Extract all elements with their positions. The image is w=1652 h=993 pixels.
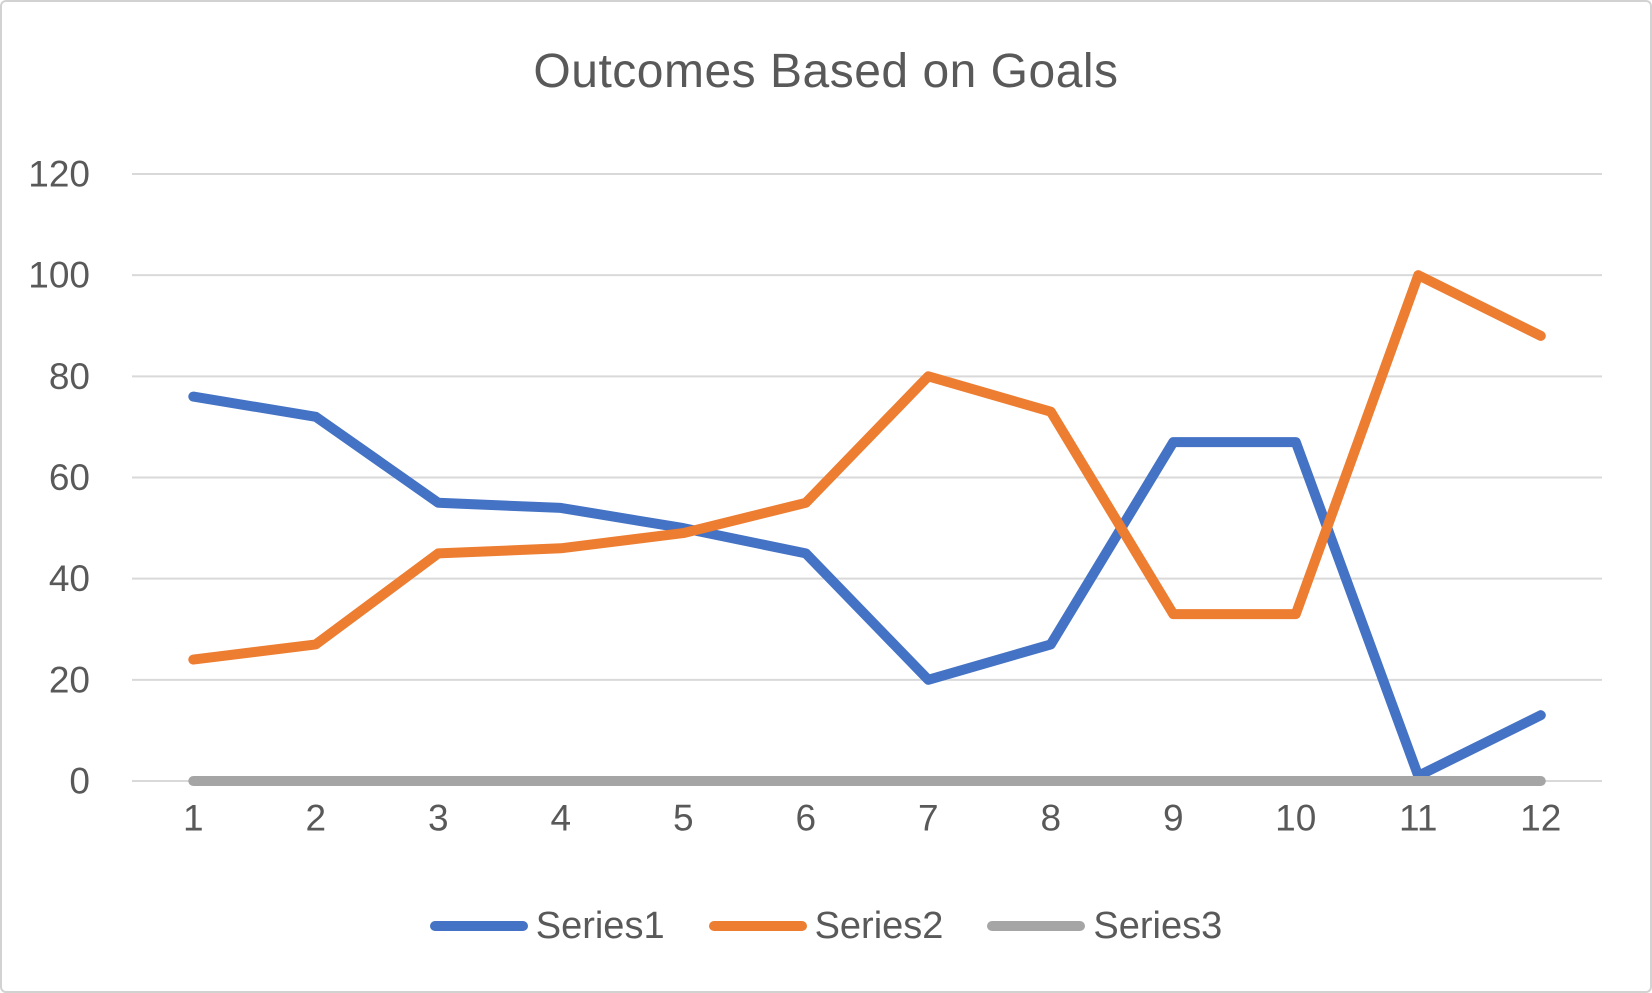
series1-line-swatch-icon [429,921,528,931]
x-axis-tick-label: 4 [550,798,571,839]
x-axis-tick-label: 5 [673,798,694,839]
x-axis-tick-label: 2 [305,798,326,839]
x-axis-tick-label: 10 [1275,798,1316,839]
y-axis-tick-label: 80 [49,356,90,397]
legend-label-series1: Series1 [535,905,665,947]
x-axis-tick-label: 12 [1520,798,1561,839]
series-line-series2 [188,270,1546,665]
legend-label-series2: Series2 [814,905,944,947]
x-axis-tick-label: 9 [1163,798,1184,839]
x-axis-tick-label: 3 [428,798,449,839]
series3-line-swatch-icon [987,921,1086,931]
y-axis-tick-label: 20 [49,659,90,700]
x-axis-tick-label: 6 [795,798,816,839]
x-axis-tick-label: 11 [1399,798,1437,839]
y-axis-tick-label: 0 [69,761,90,802]
series2-line-swatch-icon [708,921,807,931]
legend-item-series2: Series2 [708,905,944,947]
y-axis-tick-label: 60 [49,457,90,498]
legend-item-series3: Series3 [987,907,1222,945]
legend-label-series3: Series3 [1093,905,1223,947]
x-axis-tick-label: 7 [918,798,939,839]
legend: Series1 Series2 Series3 [2,903,1650,949]
y-axis-tick-label: 120 [28,154,90,195]
y-axis-tick-label: 40 [49,558,90,599]
series-line-series1 [188,391,1546,781]
y-axis-tick-label: 100 [28,255,90,296]
x-axis-tick-label: 1 [183,798,204,839]
x-axis-tick-label: 8 [1040,798,1061,839]
legend-item-series1: Series1 [429,905,665,947]
